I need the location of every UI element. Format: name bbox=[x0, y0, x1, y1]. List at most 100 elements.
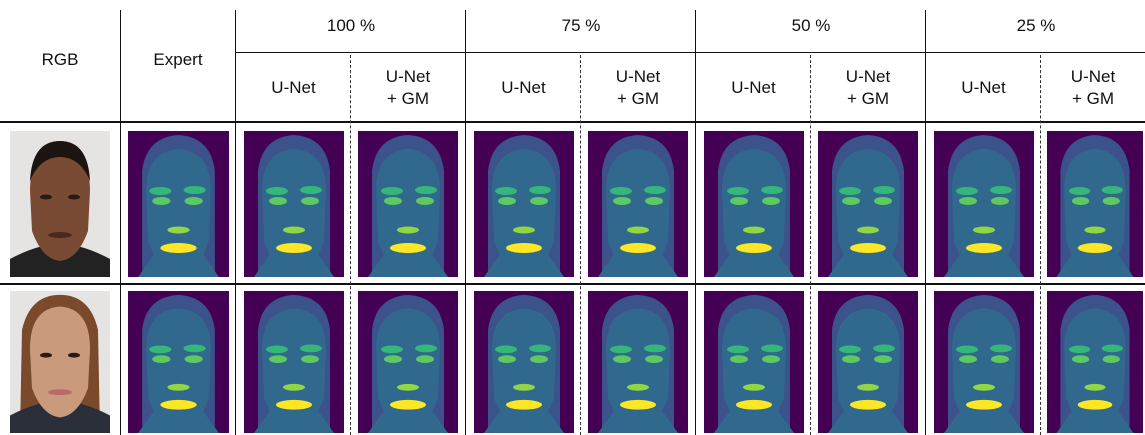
vline-rgb bbox=[120, 10, 121, 435]
mask-left-eyebrow bbox=[495, 187, 517, 195]
mask-left-eye bbox=[269, 197, 287, 205]
mask-left-eye bbox=[152, 197, 171, 205]
mask-neck bbox=[254, 251, 334, 277]
dash-75 bbox=[580, 55, 581, 435]
mask-right-eye bbox=[874, 355, 892, 363]
mask-left-eyebrow bbox=[610, 345, 632, 354]
mask-left-eye bbox=[613, 355, 631, 363]
mask-right-eyebrow bbox=[1101, 186, 1123, 194]
mask-expert bbox=[128, 131, 229, 277]
mask-left-eyebrow bbox=[149, 345, 172, 354]
mask-nose bbox=[743, 226, 765, 234]
photo-right-eye bbox=[68, 194, 80, 200]
mask-right-eye bbox=[762, 355, 780, 363]
mask-nose bbox=[857, 383, 879, 391]
mask-left-eye bbox=[498, 197, 516, 205]
mask-right-eyebrow bbox=[183, 186, 206, 194]
mask-lips bbox=[390, 399, 426, 410]
mask-neck bbox=[598, 251, 678, 277]
mask-left-eye bbox=[269, 355, 287, 363]
mask-face bbox=[146, 149, 211, 273]
mask-neck bbox=[944, 251, 1024, 277]
mask-face bbox=[836, 308, 900, 430]
mask-expert bbox=[128, 291, 229, 433]
dash-100 bbox=[350, 55, 351, 435]
mask-left-eyebrow bbox=[956, 345, 978, 354]
mask-left-eyebrow bbox=[839, 345, 861, 354]
mask-face bbox=[376, 149, 440, 273]
mask-nose bbox=[627, 226, 649, 234]
mask-left-eye bbox=[384, 355, 402, 363]
mask-face bbox=[146, 308, 211, 430]
mask-unet-gm-100 bbox=[358, 131, 458, 277]
mask-neck bbox=[714, 407, 794, 433]
mask-face bbox=[376, 308, 440, 430]
mask-lips bbox=[736, 399, 772, 410]
photo-subject-1 bbox=[10, 131, 110, 277]
mask-neck bbox=[138, 251, 219, 277]
photo-mouth bbox=[48, 389, 72, 396]
mask-face bbox=[952, 308, 1016, 430]
mask-unet-50 bbox=[704, 131, 804, 277]
mask-nose bbox=[283, 383, 305, 391]
mask-right-eye bbox=[416, 197, 434, 205]
mask-right-eyebrow bbox=[761, 344, 783, 353]
photo-face bbox=[30, 306, 90, 418]
mask-lips bbox=[160, 399, 197, 410]
header-group-100: 100 % bbox=[326, 16, 376, 35]
mask-face bbox=[262, 308, 326, 430]
photo-subject-2 bbox=[10, 291, 110, 433]
mask-nose bbox=[973, 383, 995, 391]
hline-group bbox=[236, 52, 1145, 53]
mask-right-eyebrow bbox=[529, 344, 551, 353]
mask-nose bbox=[743, 383, 765, 391]
mask-lips bbox=[966, 399, 1002, 410]
mask-right-eye bbox=[991, 355, 1009, 363]
mask-right-eye bbox=[645, 197, 663, 205]
mask-lips bbox=[620, 243, 656, 253]
subheader-unet-gm: U-Net + GM bbox=[811, 55, 925, 120]
mask-nose bbox=[513, 226, 535, 234]
mask-nose bbox=[167, 383, 190, 391]
mask-unet-gm-25 bbox=[1047, 131, 1143, 277]
mask-neck bbox=[368, 407, 448, 433]
mask-neck bbox=[598, 407, 678, 433]
mask-lips bbox=[1077, 243, 1113, 253]
mask-nose bbox=[1084, 226, 1106, 234]
mask-lips bbox=[850, 243, 886, 253]
vline-expert bbox=[235, 10, 236, 435]
subheader-unet-gm: U-Net + GM bbox=[351, 55, 465, 120]
mask-unet-100 bbox=[244, 131, 344, 277]
mask-left-eye bbox=[152, 355, 171, 363]
header-expert: Expert bbox=[153, 50, 203, 69]
mask-lips bbox=[160, 243, 197, 253]
mask-unet-gm-25 bbox=[1047, 291, 1143, 433]
subheader-unet-gm-line1: U-Net bbox=[845, 66, 891, 86]
dash-50 bbox=[810, 55, 811, 435]
subheader-unet-gm-line2: + GM bbox=[616, 88, 660, 108]
mask-face bbox=[836, 149, 900, 273]
mask-lips bbox=[1077, 399, 1113, 410]
mask-nose bbox=[513, 383, 535, 391]
mask-neck bbox=[1056, 251, 1134, 277]
mask-lips bbox=[276, 243, 312, 253]
mask-right-eyebrow bbox=[529, 186, 551, 194]
mask-right-eye bbox=[301, 197, 319, 205]
mask-right-eyebrow bbox=[873, 344, 895, 353]
mask-unet-gm-100 bbox=[358, 291, 458, 433]
mask-face bbox=[492, 149, 556, 273]
mask-neck bbox=[138, 407, 219, 433]
mask-right-eye bbox=[530, 355, 548, 363]
mask-right-eyebrow bbox=[1101, 344, 1123, 353]
mask-left-eye bbox=[730, 197, 748, 205]
photo-mouth bbox=[48, 232, 72, 238]
header-group-75: 75 % bbox=[561, 16, 601, 35]
subheader-unet-gm: U-Net + GM bbox=[1041, 55, 1145, 120]
mask-left-eyebrow bbox=[266, 345, 288, 354]
mask-lips bbox=[966, 243, 1002, 253]
mask-lips bbox=[850, 399, 886, 410]
mask-neck bbox=[828, 251, 908, 277]
mask-unet-gm-50 bbox=[818, 131, 918, 277]
mask-nose bbox=[397, 383, 419, 391]
mask-lips bbox=[620, 399, 656, 410]
